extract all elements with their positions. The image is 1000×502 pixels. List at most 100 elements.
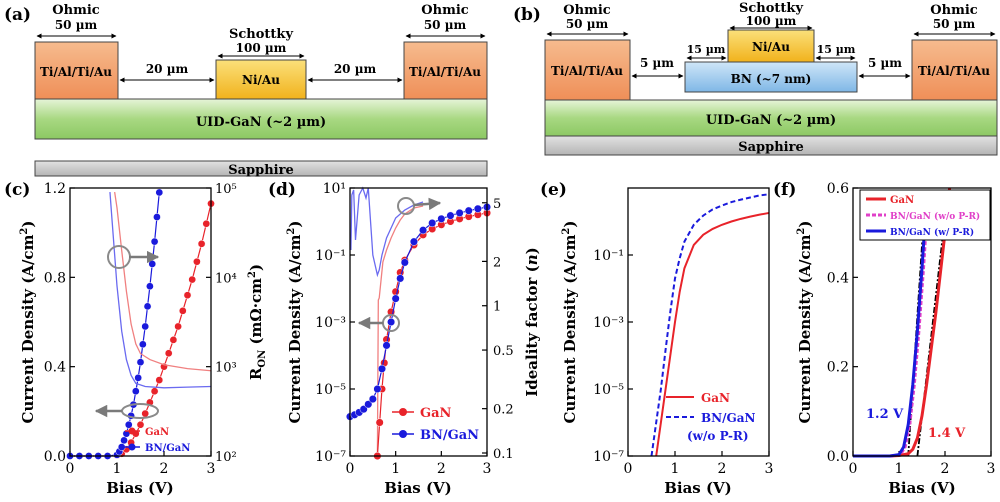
data-point xyxy=(197,239,206,248)
series-line-bn-gan xyxy=(349,206,488,418)
x-tick-label: 2 xyxy=(437,461,446,477)
left-ohmic-width-b: 50 µm xyxy=(566,17,609,31)
y-tick-label: 10⁻³ xyxy=(315,315,346,331)
data-point xyxy=(153,213,161,221)
data-point xyxy=(188,275,197,284)
data-point xyxy=(437,214,446,223)
y2-tick-label: 1 xyxy=(493,300,501,315)
right-ohmic-width-b: 50 µm xyxy=(933,17,976,31)
legend-gan-label-d: GaN xyxy=(420,406,452,421)
data-point xyxy=(169,336,178,344)
sapphire-label-b: Sapphire xyxy=(738,140,804,155)
right-ohmic-contact-b xyxy=(911,39,998,101)
legend-bngan-w-label-f: BN/GaN (w/ P-R) xyxy=(890,227,974,238)
data-point xyxy=(141,322,150,331)
data-point xyxy=(136,358,145,367)
data-point xyxy=(131,387,140,396)
panel-f-chart: (f) 0 1 2 3 0.0 0.2 0.4 0.6 Current Density (A/… xyxy=(773,180,995,497)
gan-channel-label: UID-GaN (~2 µm) xyxy=(196,115,326,130)
y-tick-label: 10⁻³ xyxy=(593,315,624,331)
y-tick-label: 0.6 xyxy=(827,181,849,197)
right-ohmic-metal: Ti/Al/Ti/Au xyxy=(409,65,481,79)
data-point xyxy=(150,387,159,396)
panel-e-chart: (e) 0 1 2 3 10⁻⁷ 10⁻⁵ 10⁻³ 10⁻¹ Current Density… xyxy=(540,180,773,497)
gan-channel-layer xyxy=(34,98,488,140)
y2-tick-label: 0.5 xyxy=(493,344,514,359)
x-tick-label: 3 xyxy=(765,461,774,477)
data-point xyxy=(193,257,201,266)
x-tick-label: 3 xyxy=(987,461,996,477)
x-tick-label: 2 xyxy=(718,461,727,477)
y-tick-label: 10⁻⁵ xyxy=(593,382,624,398)
annotation-1-2v: 1.2 V xyxy=(866,407,904,422)
panel-d-ideality-arrow xyxy=(413,197,442,211)
panel-f-xlabel: Bias (V) xyxy=(888,479,956,497)
schottky-metal: Ni/Au xyxy=(242,73,280,87)
data-point xyxy=(155,376,164,384)
x-tick-label: 1 xyxy=(391,461,400,477)
panel-f-letter: (f) xyxy=(773,180,796,200)
x-tick-label: 2 xyxy=(160,461,169,477)
series-line-gan-r-on xyxy=(114,191,212,372)
y-tick-label: 0.4 xyxy=(827,270,849,286)
data-point xyxy=(136,420,145,429)
data-point xyxy=(120,436,128,445)
y2-tick-label: 10⁴ xyxy=(215,271,237,286)
panel-e-plot-area: 0 1 2 3 10⁻⁷ 10⁻⁵ 10⁻³ 10⁻¹ xyxy=(593,193,774,477)
x-tick-label: 0 xyxy=(346,461,355,477)
panel-d-ideality-circle xyxy=(397,197,415,215)
series-line-bn-gan--w-o-p-r- xyxy=(650,193,770,457)
data-point xyxy=(183,291,192,300)
right-ohmic-contact xyxy=(403,41,488,100)
data-point xyxy=(455,208,464,217)
panel-d-plot-area: 0 1 2 3 10⁻⁷ 10⁻⁵ 10⁻³ 10⁻¹ 10¹ 0.1 0.2 0.5 1 2 5 xyxy=(315,181,514,477)
x-tick-label: 2 xyxy=(941,461,950,477)
data-point xyxy=(375,418,384,427)
panel-d-xlabel: Bias (V) xyxy=(384,479,452,497)
y-tick-label: 10⁻⁷ xyxy=(593,449,624,465)
legend-bngan-marker xyxy=(128,443,136,451)
x-tick-label: 0 xyxy=(66,461,75,477)
data-point xyxy=(139,340,147,349)
schottky-width: 100 µm xyxy=(236,41,287,55)
y2-tick-label: 0.1 xyxy=(493,447,514,462)
data-point xyxy=(428,218,437,228)
y2-tick-label: 10² xyxy=(215,450,237,465)
data-point xyxy=(473,204,482,213)
schottky-contact xyxy=(215,59,307,100)
data-point xyxy=(174,322,182,331)
data-point xyxy=(148,260,157,268)
panel-c-xlabel: Bias (V) xyxy=(106,479,174,497)
panel-c-frame xyxy=(69,187,212,457)
panel-b-diagram: (b) Sapphire UID-GaN (~2 µm) Ti/Al/Ti/Au… xyxy=(513,1,998,156)
schottky-metal-b: Ni/Au xyxy=(752,40,790,54)
x-tick-label: 0 xyxy=(849,461,858,477)
legend-bngan-label-d: BN/GaN xyxy=(420,428,479,443)
legend-bngan-marker-d xyxy=(399,430,407,438)
left-ohmic-width: 50 µm xyxy=(55,18,98,32)
data-point xyxy=(382,341,391,350)
x-tick-label: 3 xyxy=(483,461,492,477)
schottky-width-b: 100 µm xyxy=(746,14,797,28)
y-tick-label: 0.2 xyxy=(827,360,849,376)
panel-d-ylabel: Current Density (A/cm2) xyxy=(286,220,304,423)
legend-gan-label-e: GaN xyxy=(701,391,730,405)
left-ohmic-title-b: Ohmic xyxy=(563,3,610,18)
y-tick-label: 0.0 xyxy=(827,449,849,465)
data-point xyxy=(400,258,409,267)
panel-d-chart: (d) 0 1 2 310⁻⁷10⁻⁵10⁻³10⁻¹10¹0.10.20.5125 … xyxy=(268,180,541,497)
panel-d-legend: GaN BN/GaN xyxy=(392,406,479,443)
data-point xyxy=(464,206,473,215)
schottky-title: Schottky xyxy=(229,27,293,42)
right-ohmic-width: 50 µm xyxy=(424,18,467,32)
right-gap-label-b: 5 µm xyxy=(868,56,902,70)
panel-f-legend: GaN BN/GaN (w/o P-R) BN/GaN (w/ P-R) xyxy=(859,189,991,241)
data-point xyxy=(146,282,154,291)
legend-wo-pr-label-e: (w/o P-R) xyxy=(687,429,749,443)
data-point xyxy=(178,306,187,315)
left-ohmic-contact xyxy=(34,41,119,100)
sapphire-substrate xyxy=(34,160,488,177)
data-point xyxy=(419,226,428,235)
x-tick-label: 1 xyxy=(895,461,904,477)
